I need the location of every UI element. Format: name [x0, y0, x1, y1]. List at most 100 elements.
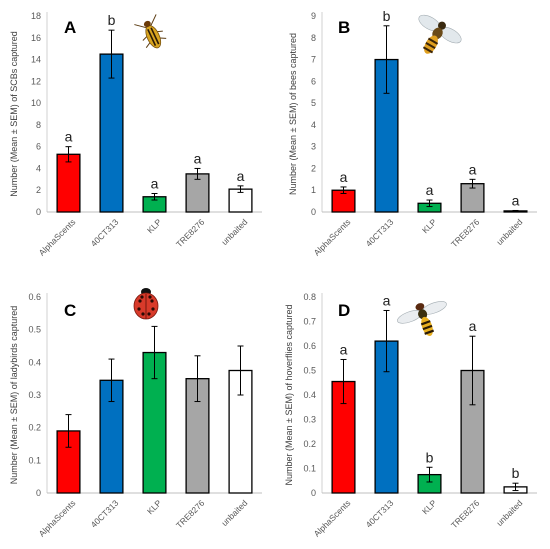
x-tick-label: AlphaScents [37, 498, 78, 539]
y-tick-label: 0.8 [303, 292, 316, 302]
y-tick-label: 6 [311, 76, 316, 86]
error-bar [383, 25, 390, 94]
x-tick-label: TRE8276 [449, 217, 482, 250]
significance-letter: a [237, 168, 245, 184]
y-tick-label: 5 [311, 98, 316, 108]
y-tick-label: 8 [36, 120, 41, 130]
y-tick-label: 0.1 [303, 464, 316, 474]
y-axis-label: Number (Mean ± SEM) of SCBs captured [9, 31, 19, 197]
x-tick-label: 40CT313 [364, 217, 396, 249]
significance-letter: a [426, 182, 434, 198]
y-tick-label: 18 [31, 11, 41, 21]
y-tick-label: 0.3 [28, 390, 41, 400]
x-tick-label: KLP [420, 217, 439, 236]
x-tick-label: 40CT313 [89, 498, 121, 530]
x-tick-label: AlphaScents [37, 217, 78, 258]
significance-letter: b [512, 465, 520, 481]
y-axis-label: Number (Mean ± SEM) of ladybirds capture… [9, 306, 19, 485]
y-tick-label: 6 [36, 142, 41, 152]
error-bar [108, 29, 115, 79]
bee-icon [418, 14, 462, 54]
significance-letter: a [194, 150, 202, 166]
error-bar [383, 309, 390, 373]
x-tick-label: unbaited [219, 498, 249, 528]
y-tick-label: 4 [311, 120, 316, 130]
x-tick-label: 40CT313 [364, 498, 396, 530]
error-bar [426, 466, 433, 483]
y-tick-label: 0.6 [28, 292, 41, 302]
error-bar [151, 192, 158, 201]
significance-letter: a [469, 161, 477, 177]
x-tick-label: TRE8276 [174, 498, 207, 531]
x-tick-label: KLP [420, 498, 439, 517]
significance-letter: a [340, 169, 348, 185]
x-tick-label: TRE8276 [449, 498, 482, 531]
error-bar [512, 482, 519, 492]
y-tick-label: 4 [36, 163, 41, 173]
error-bar [65, 146, 72, 163]
x-tick-label: AlphaScents [312, 498, 353, 539]
y-tick-label: 16 [31, 33, 41, 43]
y-tick-label: 12 [31, 76, 41, 86]
x-tick-label: AlphaScents [312, 217, 353, 258]
significance-letter: a [151, 175, 159, 191]
y-tick-label: 2 [311, 163, 316, 173]
y-tick-label: 14 [31, 55, 41, 65]
panel-label: D [338, 301, 350, 320]
error-bar [426, 199, 433, 208]
error-bar [469, 335, 476, 406]
y-tick-label: 9 [311, 11, 316, 21]
error-bar [237, 185, 244, 193]
y-tick-label: 0.1 [28, 455, 41, 465]
error-bar [469, 178, 476, 189]
chart-panel-d: 0 0.1 0.2 0.3 0.4 0.5 0.6 0.7 0.8 Number (Mean ± … [284, 292, 537, 539]
y-tick-label: 10 [31, 98, 41, 108]
error-bar [340, 186, 347, 194]
ladybird-icon [133, 288, 159, 320]
significance-letter: a [512, 192, 520, 208]
chart-panel-c: 0 0.1 0.2 0.3 0.4 0.5 0.6 Number (Mean ± SEM) o… [9, 288, 262, 539]
x-tick-label: KLP [145, 498, 164, 517]
significance-letter: a [383, 292, 391, 308]
y-tick-label: 8 [311, 33, 316, 43]
error-bar [151, 325, 158, 380]
y-tick-label: 0 [311, 207, 316, 217]
y-tick-label: 0.5 [28, 325, 41, 335]
panel-label: B [338, 18, 350, 37]
significance-letter: b [383, 8, 391, 24]
significance-letter: a [340, 341, 348, 357]
y-tick-label: 0.4 [28, 357, 41, 367]
error-bar [340, 358, 347, 405]
error-bar [108, 358, 115, 403]
y-tick-label: 0 [36, 207, 41, 217]
y-tick-label: 0.2 [28, 423, 41, 433]
error-bar [512, 209, 519, 212]
significance-letter: b [426, 449, 434, 465]
y-axis-label: Number (Mean ± SEM) of hoverflies captur… [284, 304, 294, 485]
y-tick-label: 0.4 [303, 390, 316, 400]
x-tick-label: unbaited [219, 217, 249, 247]
error-bar [194, 355, 201, 403]
error-bar [65, 414, 72, 448]
error-bar [237, 345, 244, 396]
x-tick-label: unbaited [494, 498, 524, 528]
error-bar [194, 167, 201, 180]
cucumber-beetle-icon [134, 14, 167, 49]
significance-letter: a [65, 129, 73, 145]
chart-panel-b: 0 1 2 3 4 5 6 7 8 9 Number (Mean ± SEM) of bees ca… [288, 8, 537, 258]
y-tick-label: 0.2 [303, 439, 316, 449]
x-tick-label: unbaited [494, 217, 524, 247]
y-tick-label: 2 [36, 185, 41, 195]
y-tick-label: 1 [311, 185, 316, 195]
y-tick-label: 0 [311, 488, 316, 498]
chart-panel-a: 0 2 4 6 8 10 12 14 16 18 Number (Mean ± SEM) of SC… [9, 11, 262, 258]
panel-label: C [64, 301, 76, 320]
y-axis-label: Number (Mean ± SEM) of bees captured [288, 33, 298, 195]
x-tick-label: KLP [145, 217, 164, 236]
y-tick-label: 0.6 [303, 341, 316, 351]
y-tick-label: 0 [36, 488, 41, 498]
y-tick-label: 3 [311, 142, 316, 152]
y-tick-label: 7 [311, 55, 316, 65]
significance-letter: b [108, 12, 116, 28]
